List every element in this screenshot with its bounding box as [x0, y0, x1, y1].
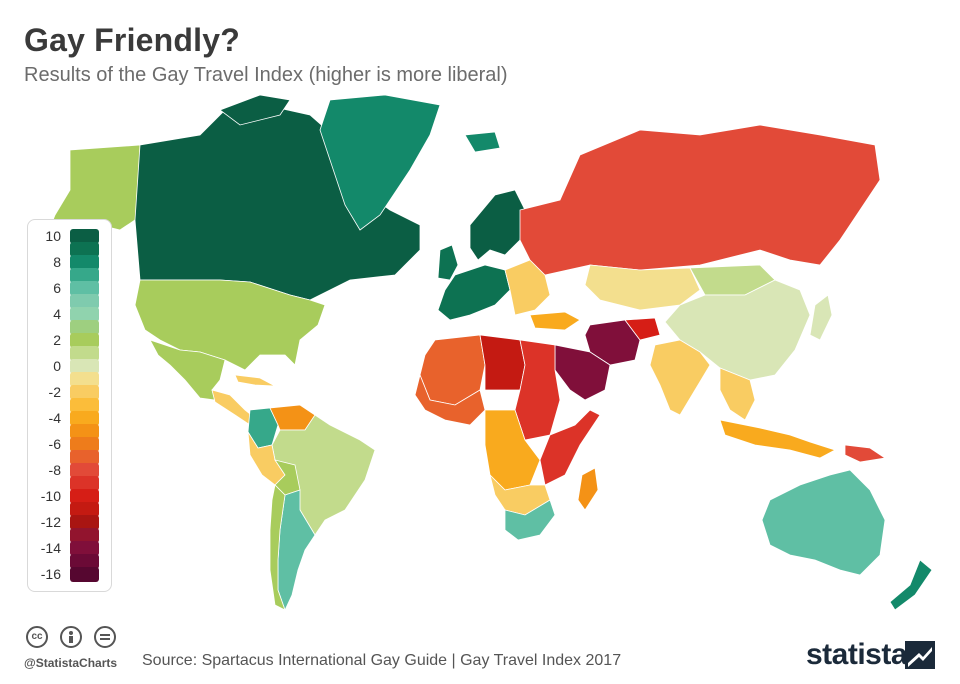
legend-swatch [70, 489, 99, 504]
region-papua-new-guinea [844, 444, 887, 463]
region-canada-islands [219, 94, 291, 126]
legend-label: 6 [53, 280, 61, 296]
legend-swatch [70, 359, 99, 374]
legend-swatch [70, 541, 99, 556]
region-uk [437, 244, 459, 281]
region-western-europe [437, 264, 511, 321]
by-icon [60, 626, 82, 648]
region-libya [479, 334, 526, 391]
nd-icon [94, 626, 116, 648]
legend-swatch [70, 333, 99, 348]
statista-logo-icon [905, 641, 935, 669]
region-southeast-asia [719, 367, 756, 421]
region-chile [269, 484, 286, 611]
chart-title: Gay Friendly? [24, 22, 240, 58]
legend-swatch [70, 385, 99, 400]
legend-label: 10 [45, 228, 61, 244]
legend-swatch [70, 437, 99, 452]
color-legend: 10 8 6 4 2 0 -2 -4 -6 -8 -10 -12 -14 -16 [27, 219, 112, 592]
legend-swatch [70, 242, 99, 257]
legend-swatch [70, 372, 99, 387]
region-saudi-arabia [554, 344, 611, 401]
legend-swatch [70, 411, 99, 426]
region-afghanistan [624, 317, 661, 341]
region-indonesia [719, 419, 837, 459]
source-note: Source: Spartacus International Gay Guid… [142, 652, 622, 669]
region-east-africa [539, 409, 601, 486]
legend-label: 2 [53, 332, 61, 348]
legend-label: -4 [48, 410, 61, 426]
legend-swatch [70, 424, 99, 439]
legend-swatch [70, 450, 99, 465]
world-map [44, 94, 933, 612]
legend-swatch [70, 398, 99, 413]
legend-swatch [70, 294, 99, 309]
cc-icon: cc [26, 626, 48, 648]
region-australia [761, 469, 886, 576]
region-caribbean [234, 374, 276, 387]
region-south-africa [504, 499, 556, 541]
region-new-zealand [889, 559, 933, 611]
region-turkey [529, 311, 581, 331]
legend-swatch [70, 255, 99, 270]
chart-subtitle: Results of the Gay Travel Index (higher … [24, 64, 508, 86]
region-usa [134, 279, 326, 371]
legend-label: -10 [40, 488, 61, 504]
legend-swatch [70, 515, 99, 530]
brand-wordmark[interactable]: statista [806, 638, 908, 671]
region-japan [809, 294, 833, 341]
region-india [649, 339, 711, 416]
legend-label: 0 [53, 358, 61, 374]
region-central-america [211, 389, 256, 426]
legend-swatch [70, 476, 99, 491]
region-kazakhstan [584, 264, 701, 311]
legend-label: -2 [48, 384, 61, 400]
legend-label: -16 [40, 566, 61, 582]
region-russia [519, 124, 881, 276]
legend-swatch [70, 528, 99, 543]
region-scandinavia [469, 189, 526, 261]
legend-label: 4 [53, 306, 61, 322]
region-west-africa [414, 373, 486, 426]
legend-swatch [70, 229, 99, 244]
region-iceland [464, 131, 501, 153]
legend-swatch [70, 502, 99, 517]
legend-swatch [70, 554, 99, 569]
legend-swatch [70, 463, 99, 478]
legend-swatch [70, 320, 99, 335]
legend-swatch [70, 567, 99, 582]
legend-label: -14 [40, 540, 61, 556]
legend-swatch [70, 346, 99, 361]
legend-swatch [70, 307, 99, 322]
region-sudan [514, 339, 561, 441]
legend-swatch [70, 281, 99, 296]
region-madagascar [577, 467, 599, 511]
legend-label: 8 [53, 254, 61, 270]
twitter-handle[interactable]: @StatistaCharts [24, 656, 118, 670]
legend-swatch [70, 268, 99, 283]
legend-label: -8 [48, 462, 61, 478]
region-greenland [319, 94, 441, 231]
legend-label: -6 [48, 436, 61, 452]
legend-label: -12 [40, 514, 61, 530]
